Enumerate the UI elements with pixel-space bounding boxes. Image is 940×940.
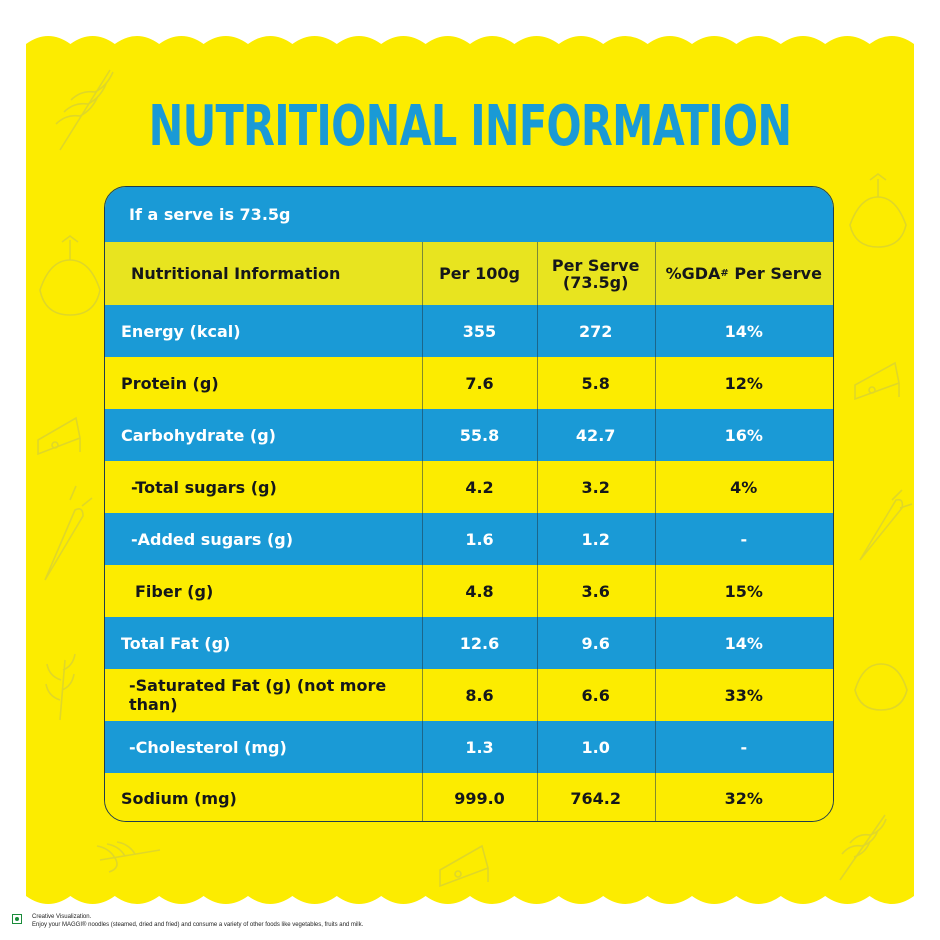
wheat-icon <box>96 841 161 873</box>
column-divider <box>537 242 538 821</box>
nutrient-name: -Cholesterol (mg) <box>129 737 287 757</box>
garlic-icon <box>854 663 908 711</box>
page-title: NUTRITIONAL INFORMATION <box>148 94 792 159</box>
table-row: Energy (kcal) 355 272 14% <box>105 305 833 357</box>
nutrition-table: If a serve is 73.5g Nutritional Informat… <box>104 186 834 822</box>
per-serve-value: 764.2 <box>570 788 621 808</box>
footer-note: Creative Visualization. Enjoy your MAGGI… <box>32 913 363 929</box>
carrot-icon <box>44 485 93 581</box>
per-serve-value: 272 <box>578 321 613 341</box>
gda-value: 14% <box>724 321 763 341</box>
per-100g-value: 4.8 <box>465 581 494 601</box>
header-gda-suffix: Per Serve <box>728 264 822 283</box>
table-row: -Cholesterol (mg) 1.3 1.0 - <box>105 721 833 773</box>
header-per-serve-line1: Per Serve <box>551 255 640 275</box>
table-row: -Added sugars (g) 1.6 1.2 - <box>105 513 833 565</box>
per-100g-value: 8.6 <box>465 685 494 705</box>
cheese-icon <box>37 416 81 456</box>
nutrient-name: Total Fat (g) <box>121 633 231 653</box>
header-gda-mark: # <box>720 268 729 279</box>
gda-value: 33% <box>724 685 763 705</box>
column-divider <box>422 242 423 821</box>
nutrient-name: -Added sugars (g) <box>131 529 294 549</box>
table-row: -Saturated Fat (g) (not more than) 8.6 6.6… <box>105 669 833 721</box>
per-100g-value: 355 <box>462 321 497 341</box>
carrot-icon <box>859 489 913 561</box>
nutrient-name: Energy (kcal) <box>121 321 241 341</box>
table-row: Protein (g) 7.6 5.8 12% <box>105 357 833 409</box>
garlic-icon <box>39 235 101 316</box>
gda-value: 12% <box>724 373 763 393</box>
nutrient-name: Fiber (g) <box>135 581 214 601</box>
per-serve-value: 3.2 <box>581 477 610 497</box>
veg-mark-icon <box>12 914 22 924</box>
table-row: Total Fat (g) 12.6 9.6 14% <box>105 617 833 669</box>
header-per-serve-line2: (73.5g) <box>562 272 629 292</box>
per-serve-value: 5.8 <box>581 373 610 393</box>
per-100g-value: 1.6 <box>465 529 494 549</box>
wheat-icon <box>45 653 76 721</box>
header-nutrient: Nutritional Information <box>131 264 341 283</box>
per-serve-value: 1.2 <box>581 529 610 549</box>
gda-value: 14% <box>724 633 763 653</box>
table-row: Sodium (mg) 999.0 764.2 32% <box>105 773 833 821</box>
header-gda-label: %GDA <box>665 264 721 283</box>
per-serve-value: 9.6 <box>581 633 610 653</box>
nutrient-name: Protein (g) <box>121 373 219 393</box>
per-100g-value: 4.2 <box>465 477 494 497</box>
footer-line1: Creative Visualization. <box>32 914 92 920</box>
per-serve-value: 6.6 <box>581 685 610 705</box>
gda-value: 15% <box>724 581 763 601</box>
header-per-100g: Per 100g <box>439 264 520 283</box>
cheese-icon <box>854 361 900 401</box>
table-row: Fiber (g) 4.8 3.6 15% <box>105 565 833 617</box>
gda-value: - <box>740 529 748 549</box>
column-divider <box>655 242 656 821</box>
per-serve-value: 3.6 <box>581 581 610 601</box>
gda-value: - <box>740 737 748 757</box>
header-gda: %GDA # Per Serve <box>655 242 833 305</box>
per-100g-value: 55.8 <box>459 425 500 445</box>
cheese-icon <box>439 844 489 888</box>
table-row: Carbohydrate (g) 55.8 42.7 16% <box>105 409 833 461</box>
per-100g-value: 7.6 <box>465 373 494 393</box>
serve-size-note: If a serve is 73.5g <box>105 187 833 242</box>
gda-value: 32% <box>724 788 763 808</box>
per-serve-value: 1.0 <box>581 737 610 757</box>
gda-value: 4% <box>730 477 758 497</box>
gda-value: 16% <box>724 425 763 445</box>
footer-line2: Enjoy your MAGGI® noodles (steamed, drie… <box>32 922 364 928</box>
wheat-icon <box>55 69 114 151</box>
nutrient-name: -Saturated Fat (g) (not more than) <box>129 676 387 714</box>
nutrient-name: -Total sugars (g) <box>131 477 277 497</box>
garlic-icon <box>849 173 907 248</box>
per-serve-value: 42.7 <box>575 425 616 445</box>
nutrient-name: Sodium (mg) <box>121 788 237 808</box>
header-per-serve: Per Serve (73.5g) <box>537 242 655 305</box>
per-100g-value: 12.6 <box>459 633 500 653</box>
per-100g-value: 1.3 <box>465 737 494 757</box>
nutrient-name: Carbohydrate (g) <box>121 425 276 445</box>
per-100g-value: 999.0 <box>454 788 505 808</box>
table-row: -Total sugars (g) 4.2 3.2 4% <box>105 461 833 513</box>
table-header-row: Nutritional Information Per 100g Per Ser… <box>105 242 833 305</box>
wheat-icon <box>839 814 887 881</box>
